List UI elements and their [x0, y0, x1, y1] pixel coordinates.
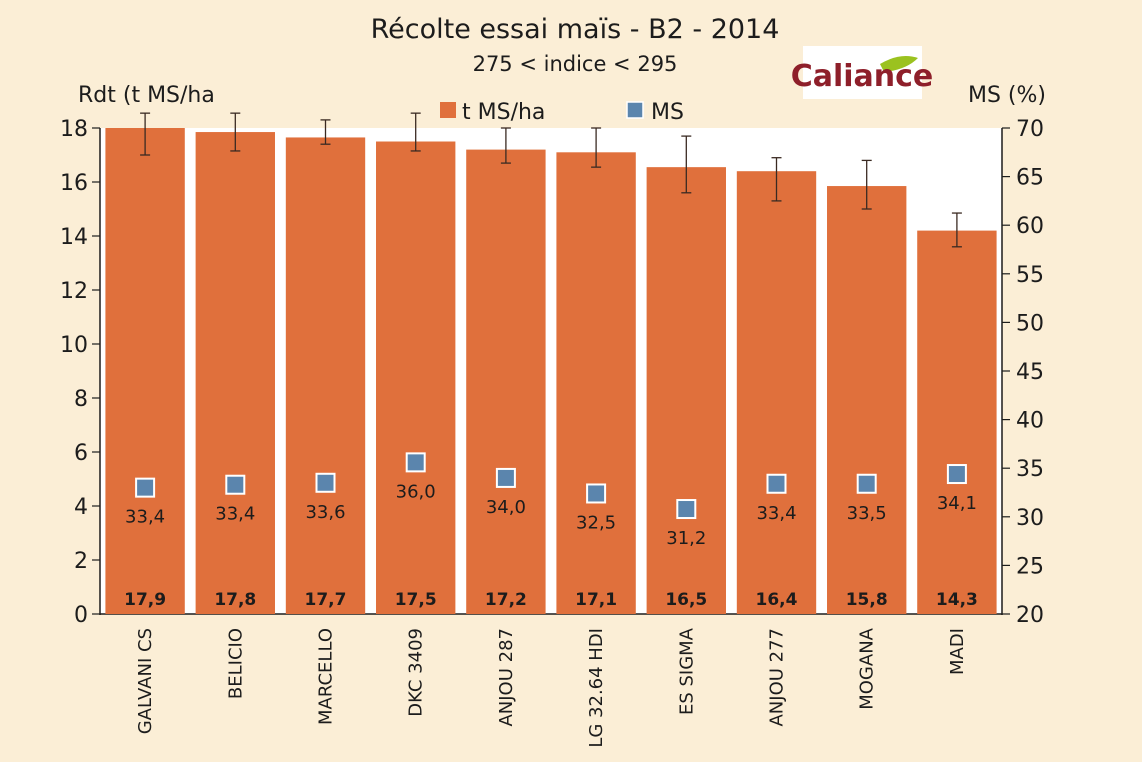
y2-tick-label: 65	[1016, 166, 1044, 191]
y2-tick-label: 25	[1016, 554, 1044, 579]
y2-tick-label: 40	[1016, 409, 1044, 434]
ms-marker	[586, 483, 607, 504]
bars	[105, 128, 997, 615]
bar	[917, 230, 997, 614]
y2-tick-label: 45	[1016, 360, 1044, 385]
ms-marker	[315, 472, 336, 493]
bar	[466, 149, 546, 614]
bar	[285, 137, 366, 614]
category-label: ES SIGMA	[676, 627, 697, 715]
y-axis-label: Rdt (t MS/ha	[78, 83, 215, 108]
bar	[646, 167, 726, 614]
bar-value-label: 17,8	[214, 590, 256, 610]
bar-value-label: 17,9	[124, 590, 166, 610]
ms-marker	[405, 452, 426, 473]
ms-marker	[676, 499, 697, 520]
ms-value-label: 33,4	[756, 503, 796, 524]
bar-value-label: 16,4	[756, 590, 798, 610]
category-label: MADI	[947, 628, 968, 675]
ms-marker	[766, 473, 787, 494]
y2-tick-label: 60	[1016, 214, 1044, 239]
legend-label-ms: MS	[651, 100, 684, 125]
bar-value-label: 17,7	[305, 590, 347, 610]
ms-value-label: 34,0	[486, 497, 526, 518]
ms-marker	[495, 467, 516, 488]
y-tick-label: 18	[60, 117, 88, 142]
y-tick-label: 16	[60, 171, 88, 196]
bar	[376, 141, 456, 614]
y2-tick-label: 70	[1016, 117, 1044, 142]
chart-subtitle: 275 < indice < 295	[473, 52, 678, 76]
ms-value-label: 33,4	[215, 504, 255, 525]
ms-value-labels: 33,4 33,4 33,6 36,0 34,0 32,5 31,2 33,4 33,5 34,1	[125, 481, 977, 549]
y2-tick-label: 55	[1016, 263, 1044, 288]
ms-marker	[135, 477, 156, 498]
y2-axis: 20 25 30 35 40 45 50 55 60 65 70	[1001, 117, 1044, 628]
bar-value-label: 14,3	[936, 590, 978, 610]
y-tick-label: 10	[60, 333, 88, 358]
legend-label-bars: t MS/ha	[462, 100, 545, 125]
y2-tick-label: 30	[1016, 506, 1044, 531]
category-label: MOGANA	[857, 627, 878, 709]
bar-value-label: 17,2	[485, 590, 527, 610]
ms-marker	[946, 464, 967, 485]
ms-value-label: 32,5	[576, 512, 616, 533]
legend-swatch-ms	[626, 101, 644, 119]
y-tick-label: 2	[74, 549, 88, 574]
ms-value-label: 33,5	[847, 503, 887, 524]
ms-value-label: 33,6	[305, 502, 345, 523]
ms-marker	[856, 473, 877, 494]
bar	[556, 152, 636, 615]
y2-tick-label: 50	[1016, 311, 1044, 336]
ms-value-label: 36,0	[396, 481, 436, 502]
legend-swatch-bars	[440, 102, 456, 118]
y-tick-label: 14	[60, 225, 88, 250]
y-tick-label: 4	[74, 495, 88, 520]
y-tick-label: 12	[60, 279, 88, 304]
category-label: ANJOU 277	[767, 628, 788, 727]
logo-leaf	[880, 56, 918, 72]
error-bars	[140, 112, 962, 248]
bar-value-label: 16,5	[665, 590, 707, 610]
y-tick-label: 0	[74, 603, 88, 628]
logo-text: Caliance	[791, 59, 934, 94]
category-label: LG 32.64 HDI	[586, 628, 607, 748]
bar-value-label: 15,8	[846, 590, 888, 610]
ms-value-label: 33,4	[125, 507, 165, 528]
y-tick-label: 6	[74, 441, 88, 466]
ms-value-label: 31,2	[666, 528, 706, 549]
y2-tick-label: 35	[1016, 457, 1044, 482]
bar-value-label: 17,5	[395, 590, 437, 610]
x-axis-categories: GALVANI CS BELICIO MARCELLO DKC 3409 ANJOU 2…	[135, 627, 968, 747]
bar-value-label: 17,1	[575, 590, 617, 610]
category-label: GALVANI CS	[135, 628, 156, 734]
category-label: ANJOU 287	[496, 628, 517, 727]
ms-marker	[225, 474, 246, 495]
y-axis: 0 2 4 6 8 10 12 14 16 18	[60, 117, 1002, 628]
bar	[827, 186, 907, 615]
category-label: MARCELLO	[316, 628, 337, 725]
bar	[195, 132, 275, 615]
y2-axis-label: MS (%)	[968, 83, 1046, 108]
bar	[105, 128, 185, 614]
legend: t MS/ha MS	[440, 100, 684, 125]
logo-box	[803, 46, 922, 99]
y2-tick-label: 20	[1016, 603, 1044, 628]
chart-title: Récolte essai maïs - B2 - 2014	[371, 14, 780, 45]
category-label: BELICIO	[225, 628, 246, 699]
y-tick-label: 8	[74, 387, 88, 412]
bar-value-labels: 17,9 17,8 17,7 17,5 17,2 17,1 16,5 16,4 15,8 14,3	[124, 590, 978, 610]
ms-value-label: 34,1	[937, 493, 977, 514]
logo: Caliance	[791, 46, 934, 99]
ms-markers	[135, 452, 967, 520]
bar	[736, 171, 817, 614]
category-label: DKC 3409	[406, 628, 427, 717]
